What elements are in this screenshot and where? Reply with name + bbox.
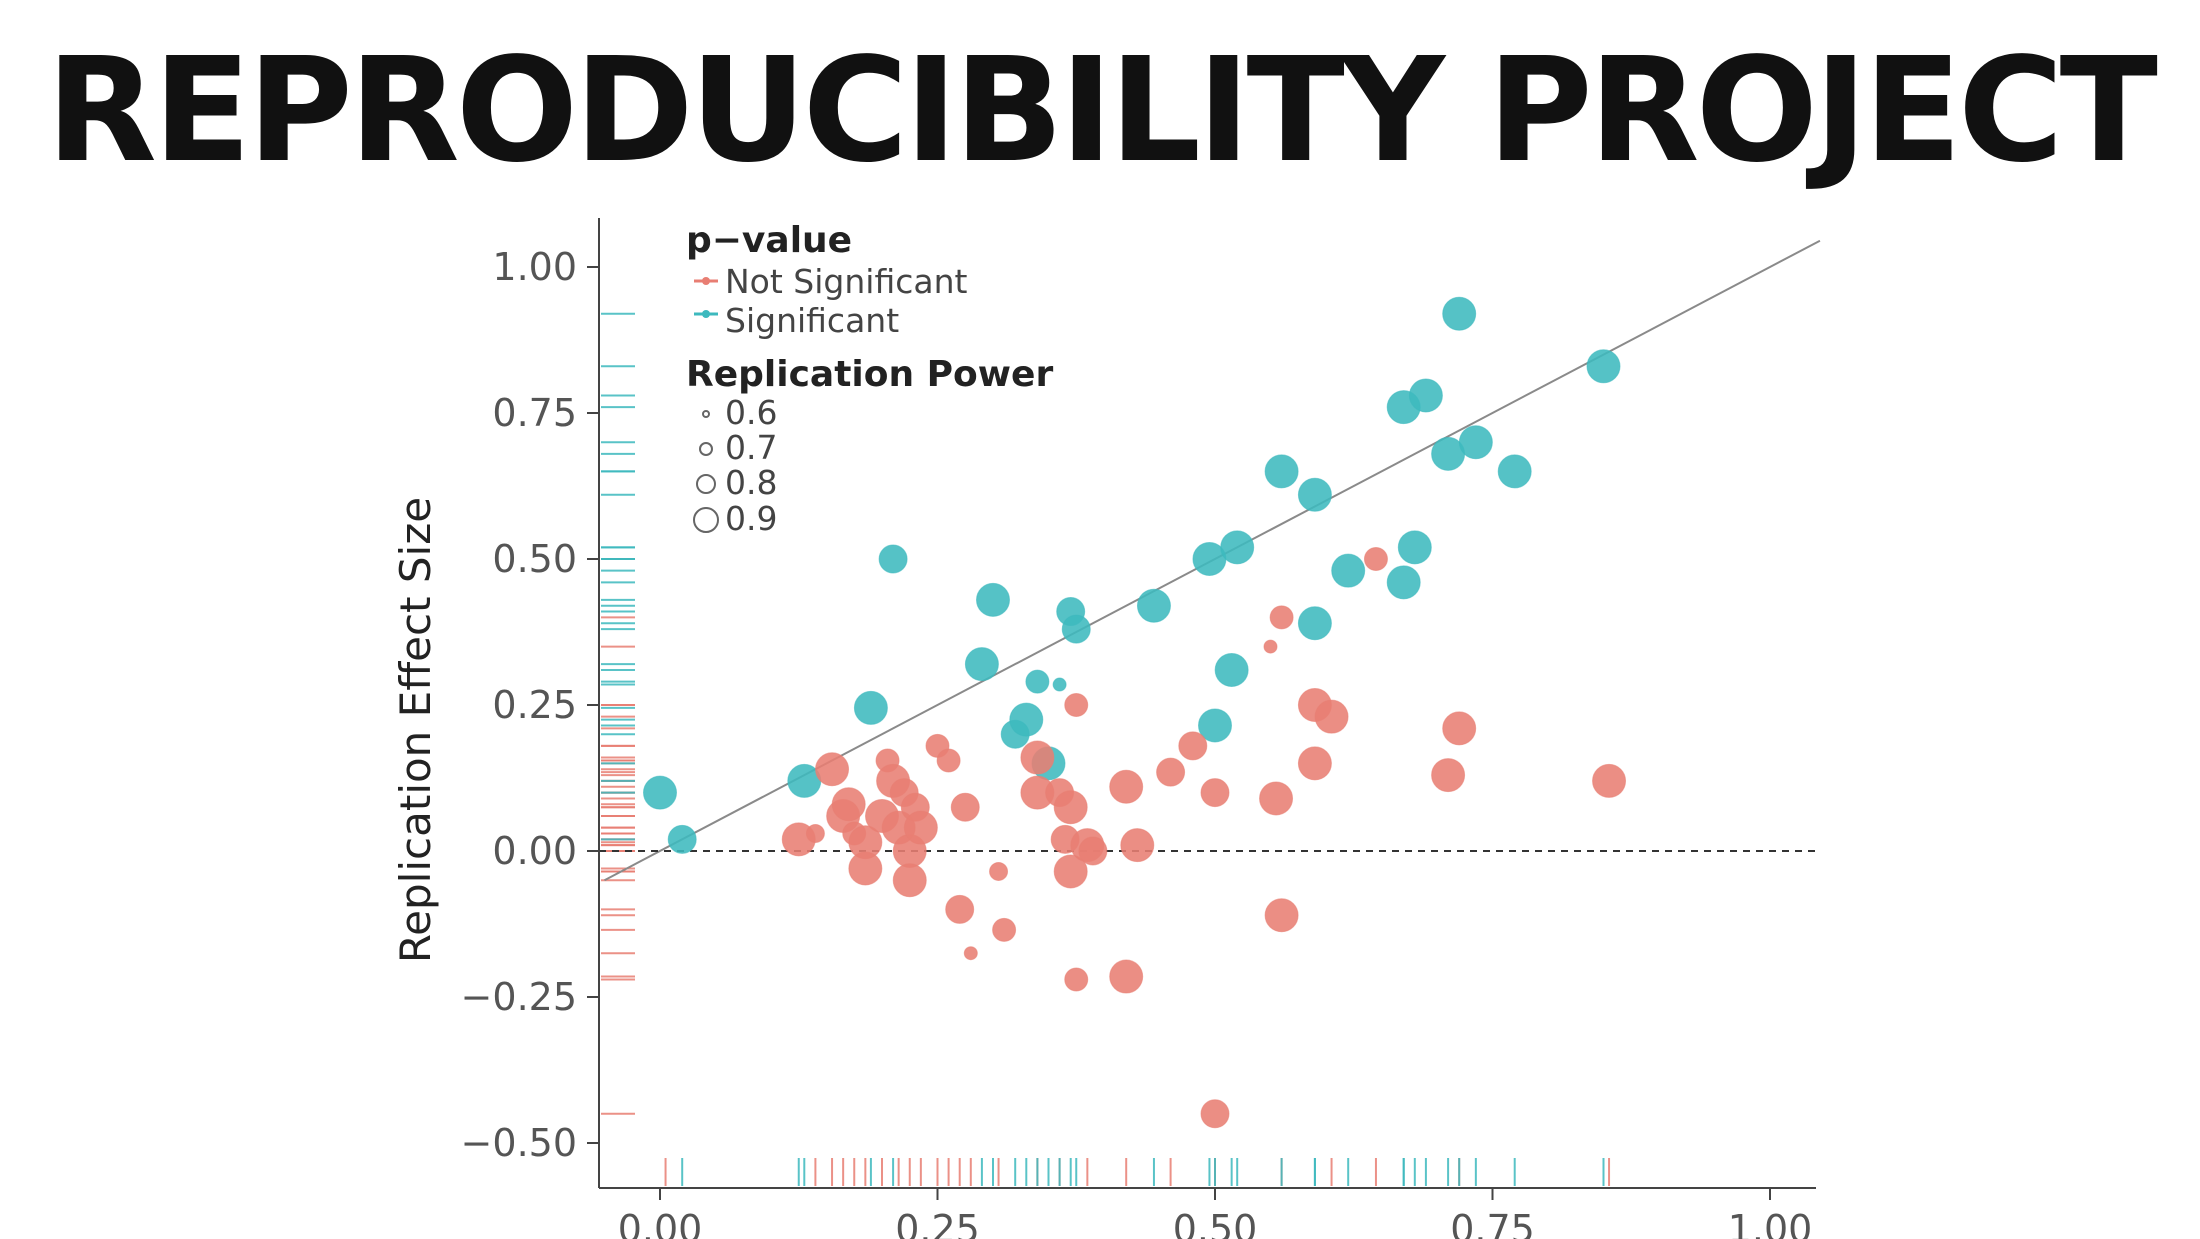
- point-not-significant: [1064, 967, 1089, 992]
- point-not-significant: [1297, 746, 1332, 781]
- point-not-significant: [1314, 699, 1349, 734]
- point-significant: [1297, 477, 1332, 512]
- legend-key-significant: [702, 310, 710, 318]
- point-not-significant: [992, 917, 1017, 942]
- point-not-significant: [1053, 854, 1088, 889]
- point-not-significant: [1120, 828, 1155, 863]
- point-not-significant: [1263, 639, 1278, 654]
- y-tick-label: −0.25: [461, 975, 577, 1019]
- rug-layer: [601, 312, 1611, 1186]
- point-not-significant: [903, 810, 938, 845]
- point-not-significant: [1259, 781, 1294, 816]
- point-significant: [976, 582, 1010, 617]
- point-not-significant: [1078, 836, 1108, 866]
- slide-title: REPRODUCIBILITY PROJECT: [46, 26, 2158, 194]
- point-not-significant: [989, 861, 1009, 881]
- legend-color-title: p−value: [686, 220, 852, 261]
- legend-size-0-6: 0.6: [725, 393, 777, 432]
- point-not-significant: [963, 946, 978, 961]
- point-not-significant: [1363, 547, 1388, 571]
- point-significant: [643, 775, 677, 810]
- point-significant: [1297, 606, 1332, 641]
- point-significant: [1025, 669, 1050, 694]
- point-not-significant: [950, 792, 980, 822]
- x-tick-label: 1.00: [1728, 1207, 1813, 1239]
- legend-item-not-significant: Not Significant: [725, 262, 968, 301]
- point-not-significant: [831, 787, 866, 822]
- point-significant: [1397, 530, 1432, 565]
- point-not-significant: [1264, 898, 1299, 933]
- y-tick-label: 0.00: [492, 829, 577, 873]
- point-not-significant: [805, 823, 825, 843]
- point-significant: [667, 824, 697, 854]
- point-not-significant: [1020, 740, 1055, 775]
- point-significant: [1198, 708, 1232, 743]
- point-significant: [1264, 454, 1299, 489]
- point-not-significant: [1156, 757, 1186, 787]
- point-significant: [1220, 530, 1255, 565]
- point-significant: [1497, 454, 1532, 489]
- legend-size-0-8: 0.8: [725, 463, 777, 502]
- point-not-significant: [1053, 790, 1088, 825]
- point-not-significant: [848, 851, 883, 886]
- point-significant: [853, 690, 888, 725]
- x-tick-label: 0.50: [1173, 1207, 1258, 1239]
- point-significant: [964, 647, 999, 682]
- legend-size-key: [702, 410, 710, 418]
- legend: p−value Not Significant Significant Repl…: [686, 220, 1053, 538]
- x-tick-label: 0.25: [895, 1207, 980, 1239]
- legend-key-not-significant: [702, 277, 710, 285]
- point-not-significant: [1200, 1099, 1230, 1129]
- point-significant: [1408, 378, 1443, 413]
- y-tick-label: −0.50: [461, 1121, 577, 1165]
- point-significant: [1386, 565, 1421, 600]
- point-significant: [1009, 702, 1044, 737]
- point-significant: [1442, 296, 1477, 331]
- point-not-significant: [1109, 769, 1144, 804]
- point-not-significant: [892, 863, 927, 898]
- point-significant: [1586, 349, 1621, 384]
- legend-item-significant: Significant: [725, 301, 899, 340]
- point-significant: [1061, 614, 1091, 644]
- x-tick-label: 0.00: [618, 1207, 703, 1239]
- legend-size-keys: [693, 410, 719, 533]
- point-not-significant: [1200, 778, 1230, 808]
- legend-size-key: [699, 442, 713, 456]
- point-not-significant: [1109, 959, 1144, 994]
- point-not-significant: [1064, 693, 1089, 717]
- legend-size-0-9: 0.9: [725, 499, 777, 538]
- legend-size-key: [693, 507, 719, 533]
- y-tick-label: 1.00: [492, 245, 577, 289]
- point-not-significant: [1269, 605, 1294, 630]
- point-not-significant: [815, 752, 850, 787]
- y-axis-title: Replication Effect Size: [391, 497, 440, 963]
- point-significant: [878, 544, 908, 574]
- point-significant: [1214, 652, 1249, 687]
- point-significant: [1458, 425, 1493, 460]
- y-tick-label: 0.25: [492, 683, 577, 727]
- point-significant: [1136, 588, 1171, 623]
- y-tick-label: 0.50: [492, 537, 577, 581]
- point-not-significant: [936, 748, 961, 773]
- point-not-significant: [1431, 758, 1466, 793]
- legend-size-key: [696, 474, 716, 494]
- x-tick-label: 0.75: [1450, 1207, 1535, 1239]
- legend-size-0-7: 0.7: [725, 428, 777, 467]
- point-significant: [1052, 677, 1067, 692]
- point-not-significant: [1178, 731, 1208, 761]
- axes: 1.00 0.75 0.50 0.25 0.00 −0.25 −0.50 0.00 0.25 0.…: [461, 218, 1816, 1239]
- legend-size-title: Replication Power: [686, 354, 1053, 395]
- y-tick-label: 0.75: [492, 391, 577, 435]
- point-not-significant: [1592, 763, 1627, 798]
- points-layer: [643, 296, 1627, 1129]
- point-significant: [1331, 553, 1366, 588]
- point-not-significant: [945, 894, 975, 924]
- point-not-significant: [1442, 711, 1477, 746]
